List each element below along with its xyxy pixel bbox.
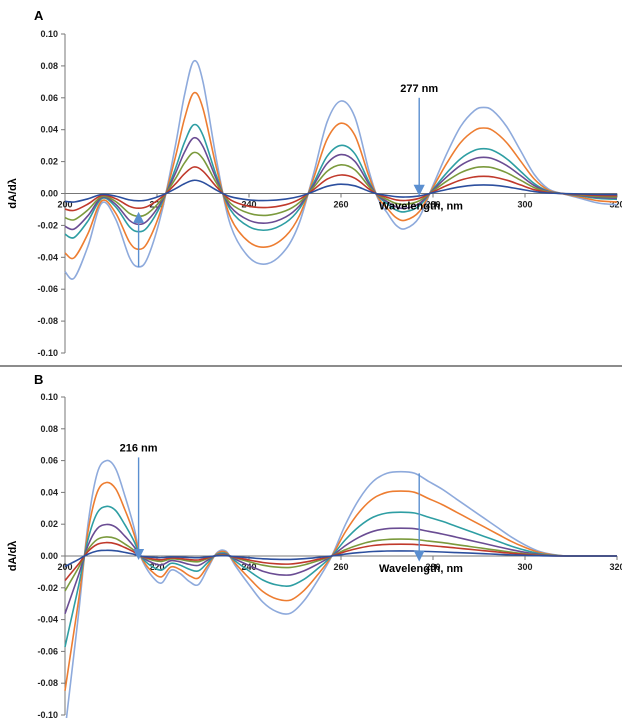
panel-b-series-line-1 [65,459,617,718]
panel-b-y-tick-label: 0.10 [40,392,58,402]
panel-a-series-line-1 [64,59,618,280]
panel-b-x-tick-label: 240 [241,562,256,572]
panel-a-series-line-7 [64,179,618,203]
panel-b-label: B [34,372,43,387]
panel-a-x-tick-label: 260 [333,200,348,210]
panel-a-y-tick-label: -0.08 [37,316,58,326]
panel-a-y-tick-label: -0.02 [37,220,58,230]
panel-b-y-axis-title: dA/dλ [7,541,19,572]
panel-b-series-line-3 [64,505,617,648]
panel-a-y-axis-title: dA/dλ [7,178,19,209]
panel-b-y-tick-label: -0.06 [37,646,58,656]
panel-a-series-line-2 [64,91,618,260]
panel-a-y-tick-label: 0.06 [40,93,58,103]
panel-b-x-tick-label: 220 [149,562,164,572]
panel-a-series-line-6 [64,166,618,212]
panel-a-x-axis-title: Wavelength, nm [379,201,463,213]
panel-a-series-line-4 [64,136,618,231]
panel-b-y-tick-label: 0.04 [40,487,58,497]
panel-b-y-tick-label: 0.02 [40,519,58,529]
panel-b-y-tick-label: 0.08 [40,424,58,434]
panel-b-x-tick-label: 200 [57,562,72,572]
panel-b-x-axis-title: Wavelength, nm [379,563,463,575]
panel-a-y-tick-label: -0.06 [37,284,58,294]
panel-a-series-line-5 [64,151,618,221]
panel-b-series-line-2 [64,481,617,691]
panel-b-y-tick-label: -0.02 [37,583,58,593]
panel-a-y-tick-label: 0.00 [40,189,58,199]
panel-b-y-tick-label: 0.00 [40,551,58,561]
panel-a-series-line-3 [64,123,618,239]
panel-a-y-tick-label: 0.04 [40,125,58,135]
panel-b-y-tick-label: 0.06 [40,456,58,466]
panel-b-series-line-4 [64,523,617,614]
panel-a-x-tick-label: 300 [517,200,532,210]
panel-a-label: A [34,8,44,23]
panel-a-y-tick-label: 0.02 [40,157,58,167]
panel-b-y-tick-label: -0.08 [37,678,58,688]
panel-b-y-tick-label: -0.10 [37,710,58,718]
panel-b-x-tick-label: 320 [609,562,622,572]
panel-a-y-tick-label: 0.08 [40,61,58,71]
panel-a-y-tick-label: -0.04 [37,252,58,262]
panel-b-x-tick-label: 260 [333,562,348,572]
panel-a-x-tick-label: 240 [241,200,256,210]
panel-a-y-tick-label: 0.10 [40,29,58,39]
panel-a-annotation-label: 277 nm [400,83,438,95]
panel-b-x-tick-label: 300 [517,562,532,572]
panel-a-x-tick-label: 280 [425,200,440,210]
panel-a-y-tick-label: -0.10 [37,348,58,358]
panel-b-y-tick-label: -0.04 [37,615,58,625]
panel-a-x-tick-label: 200 [57,200,72,210]
panel-b-x-tick-label: 280 [425,562,440,572]
panel-b-annotation-label: 216 nm [120,442,158,454]
